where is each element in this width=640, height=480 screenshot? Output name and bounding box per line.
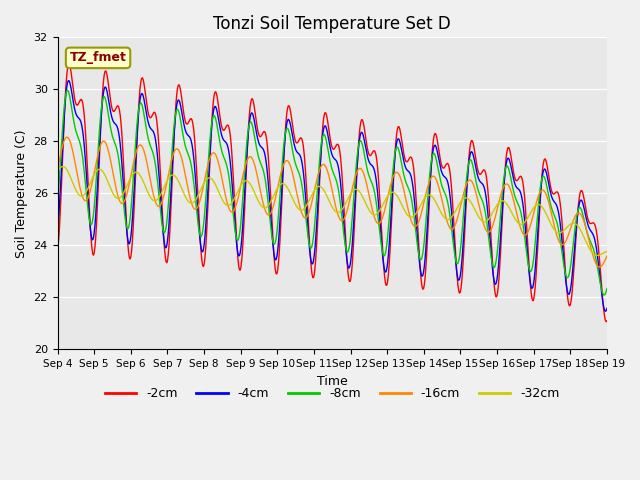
-2cm: [416, 259, 424, 264]
-2cm: [603, 318, 611, 324]
-8cm: [54, 201, 61, 206]
Text: TZ_fmet: TZ_fmet: [70, 51, 127, 64]
Line: -32cm: -32cm: [58, 167, 607, 255]
-4cm: [400, 158, 408, 164]
-4cm: [602, 309, 609, 314]
-16cm: [400, 187, 408, 192]
-16cm: [54, 167, 61, 172]
-2cm: [205, 165, 213, 170]
-32cm: [65, 169, 72, 175]
-32cm: [54, 169, 61, 175]
-2cm: [65, 61, 73, 67]
-8cm: [600, 292, 608, 298]
-8cm: [63, 87, 71, 93]
Legend: -2cm, -4cm, -8cm, -16cm, -32cm: -2cm, -4cm, -8cm, -16cm, -32cm: [100, 383, 564, 406]
-8cm: [416, 255, 424, 261]
-8cm: [177, 117, 184, 123]
-4cm: [177, 103, 184, 108]
Title: Tonzi Soil Temperature Set D: Tonzi Soil Temperature Set D: [213, 15, 451, 33]
-16cm: [121, 198, 129, 204]
-2cm: [400, 150, 408, 156]
-16cm: [177, 152, 184, 157]
Line: -4cm: -4cm: [58, 81, 607, 312]
-16cm: [603, 253, 611, 259]
-32cm: [603, 249, 611, 254]
-16cm: [63, 134, 70, 140]
-16cm: [416, 216, 424, 222]
Line: -16cm: -16cm: [58, 137, 607, 267]
-32cm: [593, 252, 601, 258]
-2cm: [54, 247, 61, 252]
-2cm: [121, 186, 129, 192]
-4cm: [416, 262, 424, 267]
-4cm: [63, 80, 71, 86]
-32cm: [416, 204, 424, 210]
-8cm: [603, 286, 611, 291]
-8cm: [121, 212, 129, 218]
-4cm: [54, 226, 61, 232]
-4cm: [603, 306, 611, 312]
-16cm: [595, 264, 603, 270]
-16cm: [205, 156, 213, 162]
-8cm: [65, 88, 72, 94]
Line: -2cm: -2cm: [58, 64, 607, 322]
-32cm: [121, 188, 129, 193]
-8cm: [205, 141, 213, 146]
Line: -8cm: -8cm: [58, 90, 607, 295]
-32cm: [205, 175, 213, 181]
-4cm: [205, 156, 213, 162]
-16cm: [65, 135, 72, 141]
-32cm: [400, 206, 408, 212]
Y-axis label: Soil Temperature (C): Soil Temperature (C): [15, 129, 28, 258]
-2cm: [177, 87, 184, 93]
-4cm: [65, 78, 73, 84]
-2cm: [63, 66, 71, 72]
-2cm: [602, 319, 610, 324]
-32cm: [177, 183, 184, 189]
-8cm: [400, 171, 408, 177]
-4cm: [121, 203, 129, 208]
-32cm: [59, 164, 67, 169]
X-axis label: Time: Time: [317, 374, 348, 388]
